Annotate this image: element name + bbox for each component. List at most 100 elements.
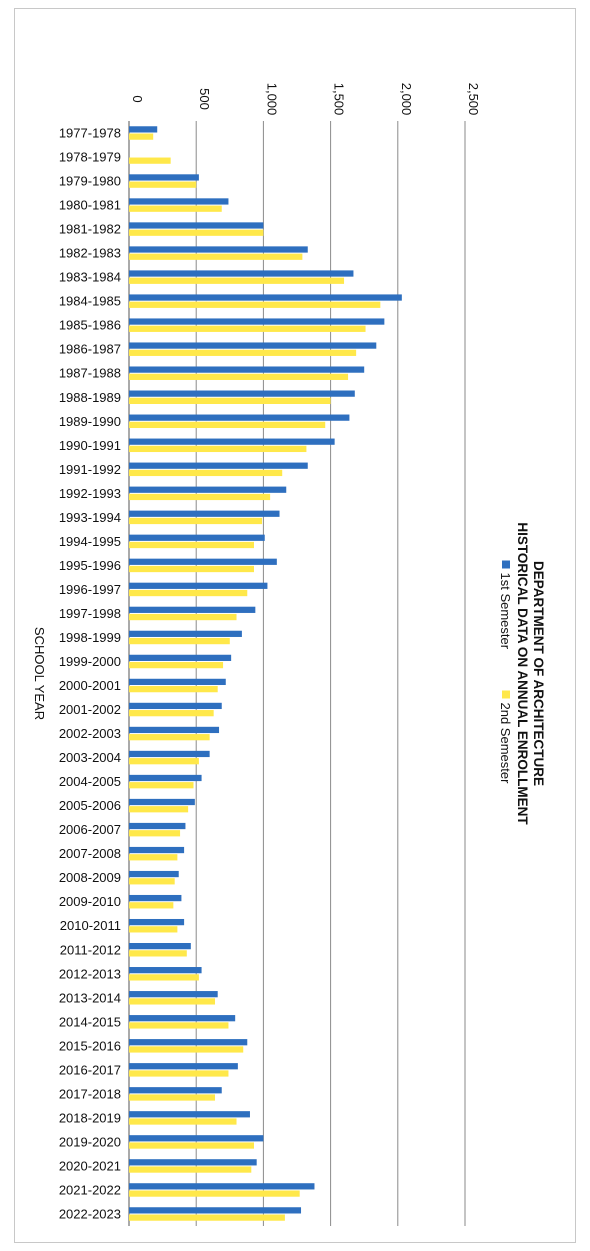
x-tick-label: 1,500 (332, 83, 347, 116)
category-label: 1987-1988 (59, 366, 121, 381)
bar-1st-semester (129, 318, 385, 325)
category-label: 2005-2006 (59, 798, 121, 813)
bar-2nd-semester (129, 565, 254, 573)
bar-2nd-semester (129, 517, 263, 525)
bar-1st-semester (129, 967, 202, 974)
bar-1st-semester (129, 534, 265, 541)
bar-2nd-semester (129, 373, 349, 380)
bar-2nd-semester (129, 878, 175, 885)
bar-1st-semester (129, 1015, 236, 1022)
bar-2nd-semester (129, 686, 218, 693)
bar-1st-semester (129, 774, 202, 782)
bar-1st-semester (129, 1207, 302, 1214)
bar-1st-semester (129, 462, 308, 469)
bar-2nd-semester (129, 974, 199, 981)
category-label: 1991-1992 (59, 462, 121, 477)
category-label: 2001-2002 (59, 702, 121, 717)
bar-2nd-semester (129, 421, 326, 429)
bar-1st-semester (129, 894, 182, 902)
category-label: 2020-2021 (59, 1158, 121, 1173)
bar-1st-semester (129, 558, 277, 565)
bar-2nd-semester (129, 469, 283, 477)
category-label: 1988-1989 (59, 390, 121, 405)
category-label: 2012-2013 (59, 966, 121, 981)
bar-1st-semester (129, 846, 185, 854)
bar-2nd-semester (129, 926, 178, 933)
bar-2nd-semester (129, 1142, 254, 1149)
bar-1st-semester (129, 270, 354, 277)
category-label: 1979-1980 (59, 174, 121, 189)
bar-1st-semester (129, 991, 218, 998)
bar-2nd-semester (129, 998, 216, 1005)
bar-2nd-semester (129, 325, 366, 332)
bar-1st-semester (129, 630, 242, 637)
bar-2nd-semester (129, 734, 210, 741)
bar-2nd-semester (129, 661, 224, 669)
enrollment-chart: 0 500 1,000 1,500 2,000 2,500 1977-1978 1978-19… (32, 83, 546, 1226)
category-label: 2013-2014 (59, 990, 121, 1005)
category-label: 2008-2009 (59, 870, 121, 885)
bar-2nd-semester (129, 1094, 216, 1101)
bar-1st-semester (129, 414, 350, 421)
bar-1st-semester (129, 1039, 248, 1046)
bar-2nd-semester (129, 1070, 229, 1077)
bar-1st-semester (129, 366, 365, 373)
category-label: 1998-1999 (59, 630, 121, 645)
x-tick-label: 2,000 (399, 83, 414, 116)
bar-2nd-semester (129, 157, 171, 164)
chart-title-line-1: DEPARTMENT OF ARCHITECTURE (531, 561, 546, 786)
bar-2nd-semester (129, 349, 357, 356)
category-label: 2009-2010 (59, 894, 121, 909)
bar-2nd-semester (129, 1190, 300, 1197)
category-label: 1977-1978 (59, 126, 121, 141)
bar-1st-semester (129, 702, 222, 710)
bar-2nd-semester (129, 445, 307, 453)
bar-1st-semester (129, 1111, 250, 1118)
legend-label-2nd: 2nd Semester (498, 703, 513, 785)
bar-2nd-semester (129, 277, 345, 284)
bar-2nd-semester (129, 493, 271, 501)
category-label: 1984-1985 (59, 294, 121, 309)
category-label: 2015-2016 (59, 1038, 121, 1053)
bar-1st-semester (129, 918, 185, 926)
chart-frame: 0 500 1,000 1,500 2,000 2,500 1977-1978 1978-19… (14, 8, 576, 1243)
bar-2nd-semester (129, 253, 303, 260)
legend-swatch-2nd (502, 690, 510, 699)
category-label: 2021-2022 (59, 1182, 121, 1197)
category-label: 1982-1983 (59, 246, 121, 261)
bar-2nd-semester (129, 854, 178, 861)
bar-2nd-semester (129, 806, 189, 813)
bar-1st-semester (129, 198, 229, 205)
bar-2nd-semester (129, 710, 214, 717)
bar-2nd-semester (129, 205, 222, 212)
bar-2nd-semester (129, 589, 248, 597)
bar-1st-semester (129, 726, 220, 734)
category-label: 2007-2008 (59, 846, 121, 861)
category-label: 1994-1995 (59, 534, 121, 549)
x-tick-label: 2,500 (466, 83, 481, 116)
bar-1st-semester (129, 390, 355, 397)
x-tick-label: 0 (130, 95, 145, 102)
x-tick-label: 1,000 (264, 83, 279, 116)
bar-2nd-semester (129, 613, 237, 621)
bar-2nd-semester (129, 397, 331, 404)
category-label: 1981-1982 (59, 222, 121, 237)
category-label: 1996-1997 (59, 582, 121, 597)
category-label: 2006-2007 (59, 822, 121, 837)
bar-1st-semester (129, 606, 256, 613)
category-label: 1999-2000 (59, 654, 121, 669)
bar-2nd-semester (129, 1022, 229, 1029)
legend-label-1st: 1st Semester (498, 573, 513, 650)
category-label: 1980-1981 (59, 198, 121, 213)
legend: 1st Semester 2nd Semester (498, 560, 513, 785)
category-label: 1992-1993 (59, 486, 121, 501)
category-label: 1995-1996 (59, 558, 121, 573)
category-label: 2003-2004 (59, 750, 121, 765)
bar-2nd-semester (129, 301, 381, 308)
legend-swatch-1st (502, 560, 510, 569)
bar-1st-semester (129, 750, 210, 758)
category-label: 2016-2017 (59, 1062, 121, 1077)
bar-1st-semester (129, 174, 199, 181)
bar-1st-semester (129, 126, 158, 133)
category-label: 1990-1991 (59, 438, 121, 453)
